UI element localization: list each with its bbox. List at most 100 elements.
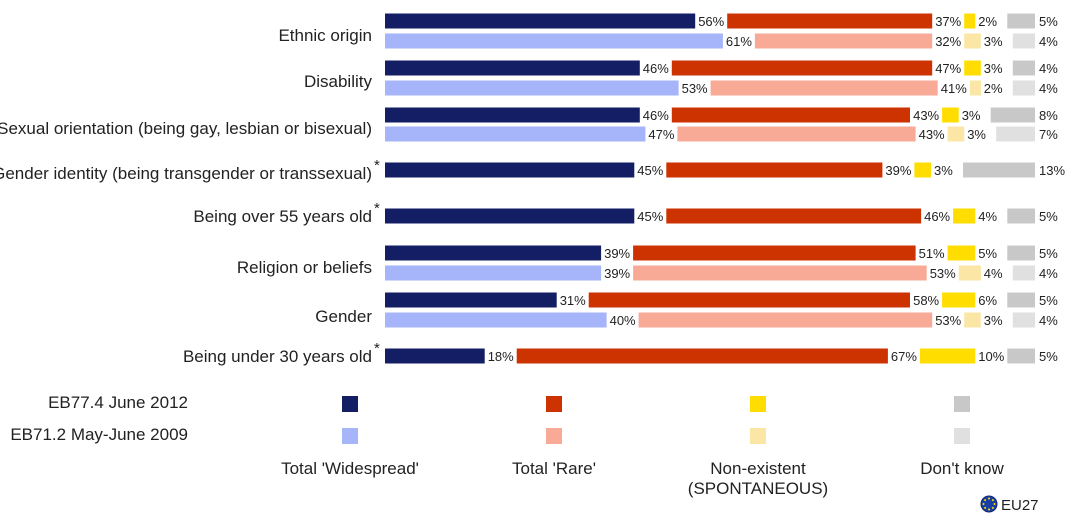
bar-segment — [1012, 265, 1035, 281]
category-label: Gender — [315, 307, 372, 326]
bar-segment — [385, 126, 646, 142]
bar-segment — [385, 265, 602, 281]
category-footnote-mark: * — [374, 340, 380, 357]
bar-segment — [385, 162, 635, 178]
value-label: 3% — [984, 61, 1003, 76]
bar-segment — [727, 13, 933, 29]
value-label: 4% — [978, 209, 997, 224]
value-label: 4% — [1039, 313, 1058, 328]
bar-segment — [710, 80, 938, 96]
bar-segment — [633, 245, 916, 261]
value-label: 41% — [941, 81, 967, 96]
bar-segment — [385, 348, 485, 364]
legend-segment-label: Total 'Rare' — [512, 459, 596, 478]
bar-segment — [1012, 60, 1035, 76]
bar-segment — [1012, 80, 1035, 96]
bar-segment — [990, 107, 1035, 123]
value-label: 18% — [488, 349, 514, 364]
value-label: 40% — [610, 313, 636, 328]
value-label: 3% — [984, 313, 1003, 328]
value-label: 4% — [1039, 81, 1058, 96]
bar-segment — [964, 312, 981, 328]
bar-segment — [666, 208, 922, 224]
value-label: 58% — [913, 293, 939, 308]
value-label: 2% — [984, 81, 1003, 96]
bar-segment — [1007, 13, 1035, 29]
bar-segment — [947, 245, 976, 261]
legend-swatch — [546, 428, 562, 444]
value-label: 5% — [1039, 14, 1058, 29]
bar-segment — [919, 348, 976, 364]
legend-swatch — [750, 396, 766, 412]
value-label: 61% — [726, 34, 752, 49]
legend-segment-label: Total 'Widespread' — [281, 459, 419, 478]
value-label: 32% — [935, 34, 961, 49]
legend-segment-label: (SPONTANEOUS) — [688, 479, 828, 498]
value-label: 53% — [682, 81, 708, 96]
legend-segment-label: Don't know — [920, 459, 1004, 478]
category-footnote-mark: * — [374, 200, 380, 217]
value-label: 3% — [984, 34, 1003, 49]
category-label: Ethnic origin — [278, 26, 372, 45]
bar-segment — [996, 126, 1035, 142]
value-label: 5% — [1039, 293, 1058, 308]
legend-series-label: EB77.4 June 2012 — [48, 393, 188, 412]
value-label: 3% — [934, 163, 953, 178]
bar-segment — [953, 208, 976, 224]
legend-swatch — [342, 396, 358, 412]
bar-segment — [969, 80, 981, 96]
value-label: 4% — [1039, 61, 1058, 76]
value-label: 43% — [919, 127, 945, 142]
value-label: 5% — [1039, 349, 1058, 364]
bar-segment — [638, 312, 933, 328]
bar-segment — [964, 13, 976, 29]
bar-segment — [963, 162, 1035, 178]
value-label: 4% — [1039, 34, 1058, 49]
bar-segment — [666, 162, 883, 178]
bar-segment — [947, 126, 965, 142]
bar-segment — [964, 33, 981, 49]
bar-segment — [1007, 208, 1035, 224]
category-label: Being over 55 years old — [193, 207, 372, 226]
bar-segment — [958, 265, 981, 281]
legend-series-label: EB71.2 May-June 2009 — [10, 425, 188, 444]
legend-swatch — [750, 428, 766, 444]
category-label: Sexual orientation (being gay, lesbian o… — [0, 119, 372, 138]
value-label: 4% — [1039, 266, 1058, 281]
legend-swatch — [546, 396, 562, 412]
bar-segment — [385, 292, 557, 308]
eu-flag-icon — [980, 495, 998, 513]
category-labels: Ethnic origin Disability Sexual orientatio… — [0, 26, 380, 366]
value-label: 5% — [1039, 246, 1058, 261]
legend-swatch — [342, 428, 358, 444]
value-label: 51% — [919, 246, 945, 261]
category-label: Disability — [304, 72, 373, 91]
bar-segment — [1012, 33, 1035, 49]
value-label: 45% — [637, 163, 663, 178]
bar-segment — [1007, 245, 1035, 261]
value-label: 46% — [924, 209, 950, 224]
bar-segment — [385, 13, 696, 29]
legend-swatch — [954, 428, 970, 444]
bar-segment — [964, 60, 981, 76]
value-label: 43% — [913, 108, 939, 123]
value-label: 47% — [648, 127, 674, 142]
legend: EB77.4 June 2012 EB71.2 May-June 2009 Tota… — [10, 393, 1004, 498]
bar-segment — [385, 33, 723, 49]
value-label: 31% — [560, 293, 586, 308]
bar-segment — [942, 292, 976, 308]
value-label: 6% — [978, 293, 997, 308]
bar-segment — [516, 348, 888, 364]
value-label: 53% — [930, 266, 956, 281]
bars-layer: 56% 37% 2% 5% 46% 47% 3% 4% 46% 43% 3% 8% 45% 39% 3% 13… — [385, 13, 1065, 364]
legend-segment-label: Non-existent — [710, 459, 806, 478]
category-label: Being under 30 years old — [183, 347, 372, 366]
category-footnote-mark: * — [374, 157, 380, 174]
value-label: 13% — [1039, 163, 1065, 178]
category-label: Gender identity (being transgender or tr… — [0, 164, 372, 183]
bar-segment — [588, 292, 910, 308]
bar-segment — [385, 245, 602, 261]
bar-segment — [942, 107, 959, 123]
bar-segment — [754, 33, 933, 49]
